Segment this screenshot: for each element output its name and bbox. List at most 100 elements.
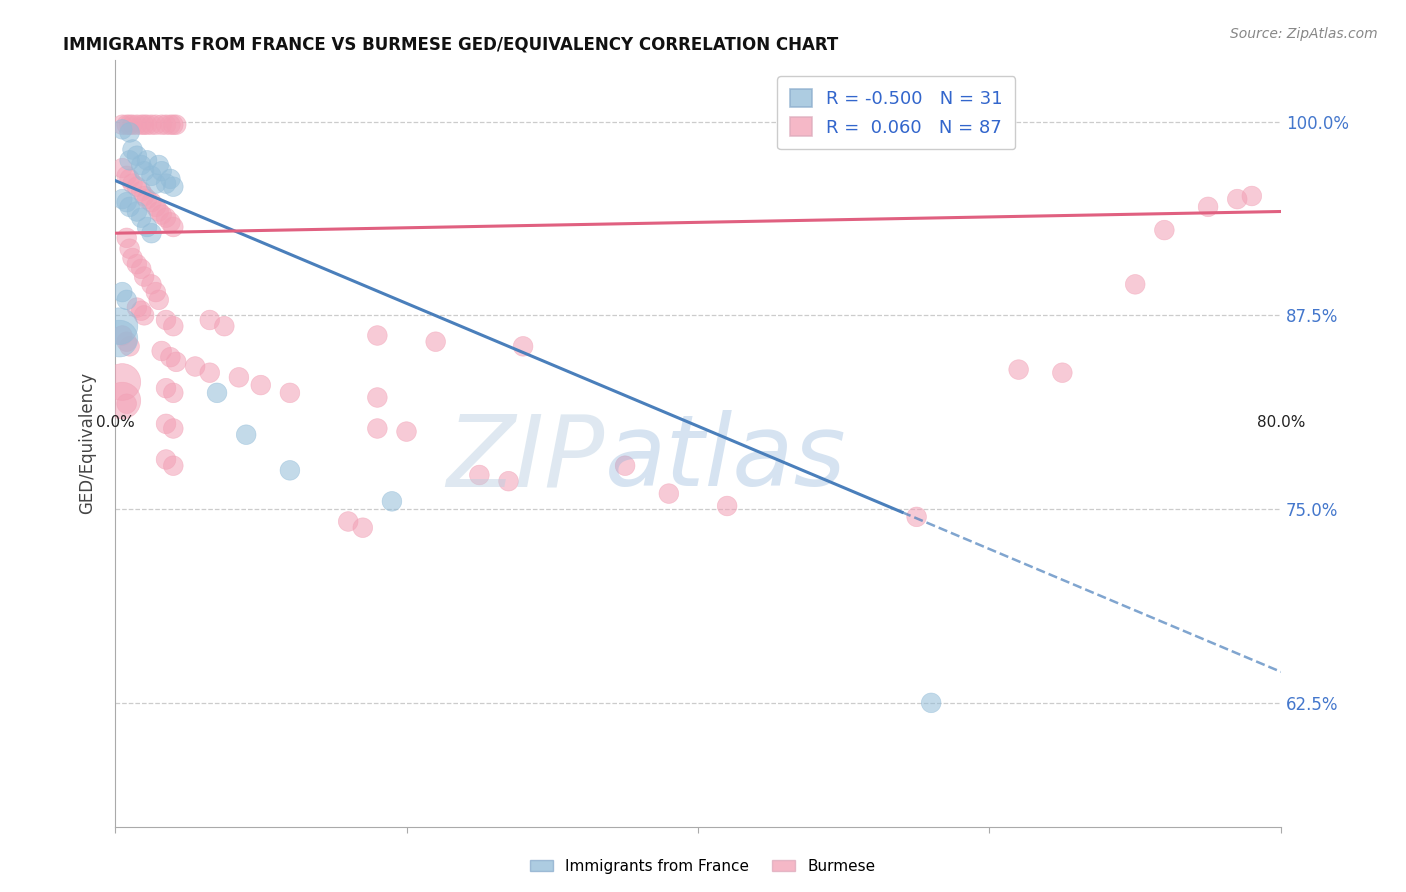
Point <box>155 417 177 431</box>
Point <box>121 118 143 132</box>
Point <box>145 118 167 132</box>
Point <box>228 370 250 384</box>
Point <box>366 328 388 343</box>
Text: atlas: atlas <box>605 410 846 507</box>
Point <box>352 521 374 535</box>
Point <box>1240 189 1263 203</box>
Point <box>155 177 177 191</box>
Point <box>129 211 152 225</box>
Point <box>141 226 163 240</box>
Point <box>1197 200 1219 214</box>
Point <box>111 328 134 343</box>
Point <box>905 509 928 524</box>
Point <box>141 169 163 183</box>
Point <box>198 366 221 380</box>
Point <box>111 122 134 136</box>
Point <box>1226 192 1249 206</box>
Point <box>134 118 156 132</box>
Point <box>249 378 271 392</box>
Point <box>148 293 170 307</box>
Point <box>716 499 738 513</box>
Point <box>121 251 143 265</box>
Point <box>145 285 167 299</box>
Point <box>145 200 167 214</box>
Point <box>159 350 181 364</box>
Point <box>136 153 159 168</box>
Point <box>155 452 177 467</box>
Point <box>125 257 148 271</box>
Point <box>115 118 138 132</box>
Text: 80.0%: 80.0% <box>1257 415 1305 430</box>
Point <box>278 385 301 400</box>
Point <box>278 463 301 477</box>
Text: ZIP: ZIP <box>447 410 605 507</box>
Point <box>150 164 173 178</box>
Point <box>108 332 131 346</box>
Point <box>118 172 141 186</box>
Point <box>155 211 177 225</box>
Legend: Immigrants from France, Burmese: Immigrants from France, Burmese <box>524 853 882 880</box>
Point <box>115 195 138 210</box>
Point <box>159 172 181 186</box>
Point <box>141 195 163 210</box>
Point <box>205 385 228 400</box>
Point <box>129 261 152 276</box>
Point <box>134 309 156 323</box>
Point <box>111 161 134 175</box>
Point <box>118 153 141 168</box>
Point <box>162 118 184 132</box>
Point <box>162 219 184 234</box>
Point <box>148 158 170 172</box>
Point <box>115 231 138 245</box>
Point <box>498 474 520 488</box>
Point <box>129 303 152 318</box>
Point <box>115 397 138 411</box>
Point <box>134 164 156 178</box>
Point <box>148 204 170 219</box>
Point <box>159 118 181 132</box>
Point <box>162 179 184 194</box>
Point <box>125 179 148 194</box>
Text: Source: ZipAtlas.com: Source: ZipAtlas.com <box>1230 27 1378 41</box>
Point <box>395 425 418 439</box>
Point <box>155 313 177 327</box>
Point <box>134 189 156 203</box>
Point <box>658 486 681 500</box>
Point <box>614 458 637 473</box>
Text: IMMIGRANTS FROM FRANCE VS BURMESE GED/EQUIVALENCY CORRELATION CHART: IMMIGRANTS FROM FRANCE VS BURMESE GED/EQ… <box>63 36 838 54</box>
Point <box>381 494 404 508</box>
Point <box>108 319 131 334</box>
Point <box>162 385 184 400</box>
Point <box>134 269 156 284</box>
Point <box>512 339 534 353</box>
Point <box>125 149 148 163</box>
Point <box>165 355 187 369</box>
Point <box>125 301 148 315</box>
Point <box>115 334 138 349</box>
Point <box>337 515 360 529</box>
Point <box>129 185 152 199</box>
Point <box>366 391 388 405</box>
Point <box>159 215 181 229</box>
Point <box>366 421 388 435</box>
Point <box>155 118 177 132</box>
Point <box>162 458 184 473</box>
Point <box>111 375 134 389</box>
Point <box>150 343 173 358</box>
Point <box>425 334 447 349</box>
Point <box>118 125 141 139</box>
Point <box>155 381 177 395</box>
Legend: R = -0.500   N = 31, R =  0.060   N = 87: R = -0.500 N = 31, R = 0.060 N = 87 <box>778 77 1015 149</box>
Point <box>111 393 134 408</box>
Point <box>121 143 143 157</box>
Point <box>920 696 942 710</box>
Point <box>125 118 148 132</box>
Point <box>162 421 184 435</box>
Point <box>118 200 141 214</box>
Point <box>1123 277 1146 292</box>
Point <box>162 319 184 334</box>
Point <box>129 118 152 132</box>
Point <box>468 468 491 483</box>
Point <box>1052 366 1074 380</box>
Point <box>235 427 257 442</box>
